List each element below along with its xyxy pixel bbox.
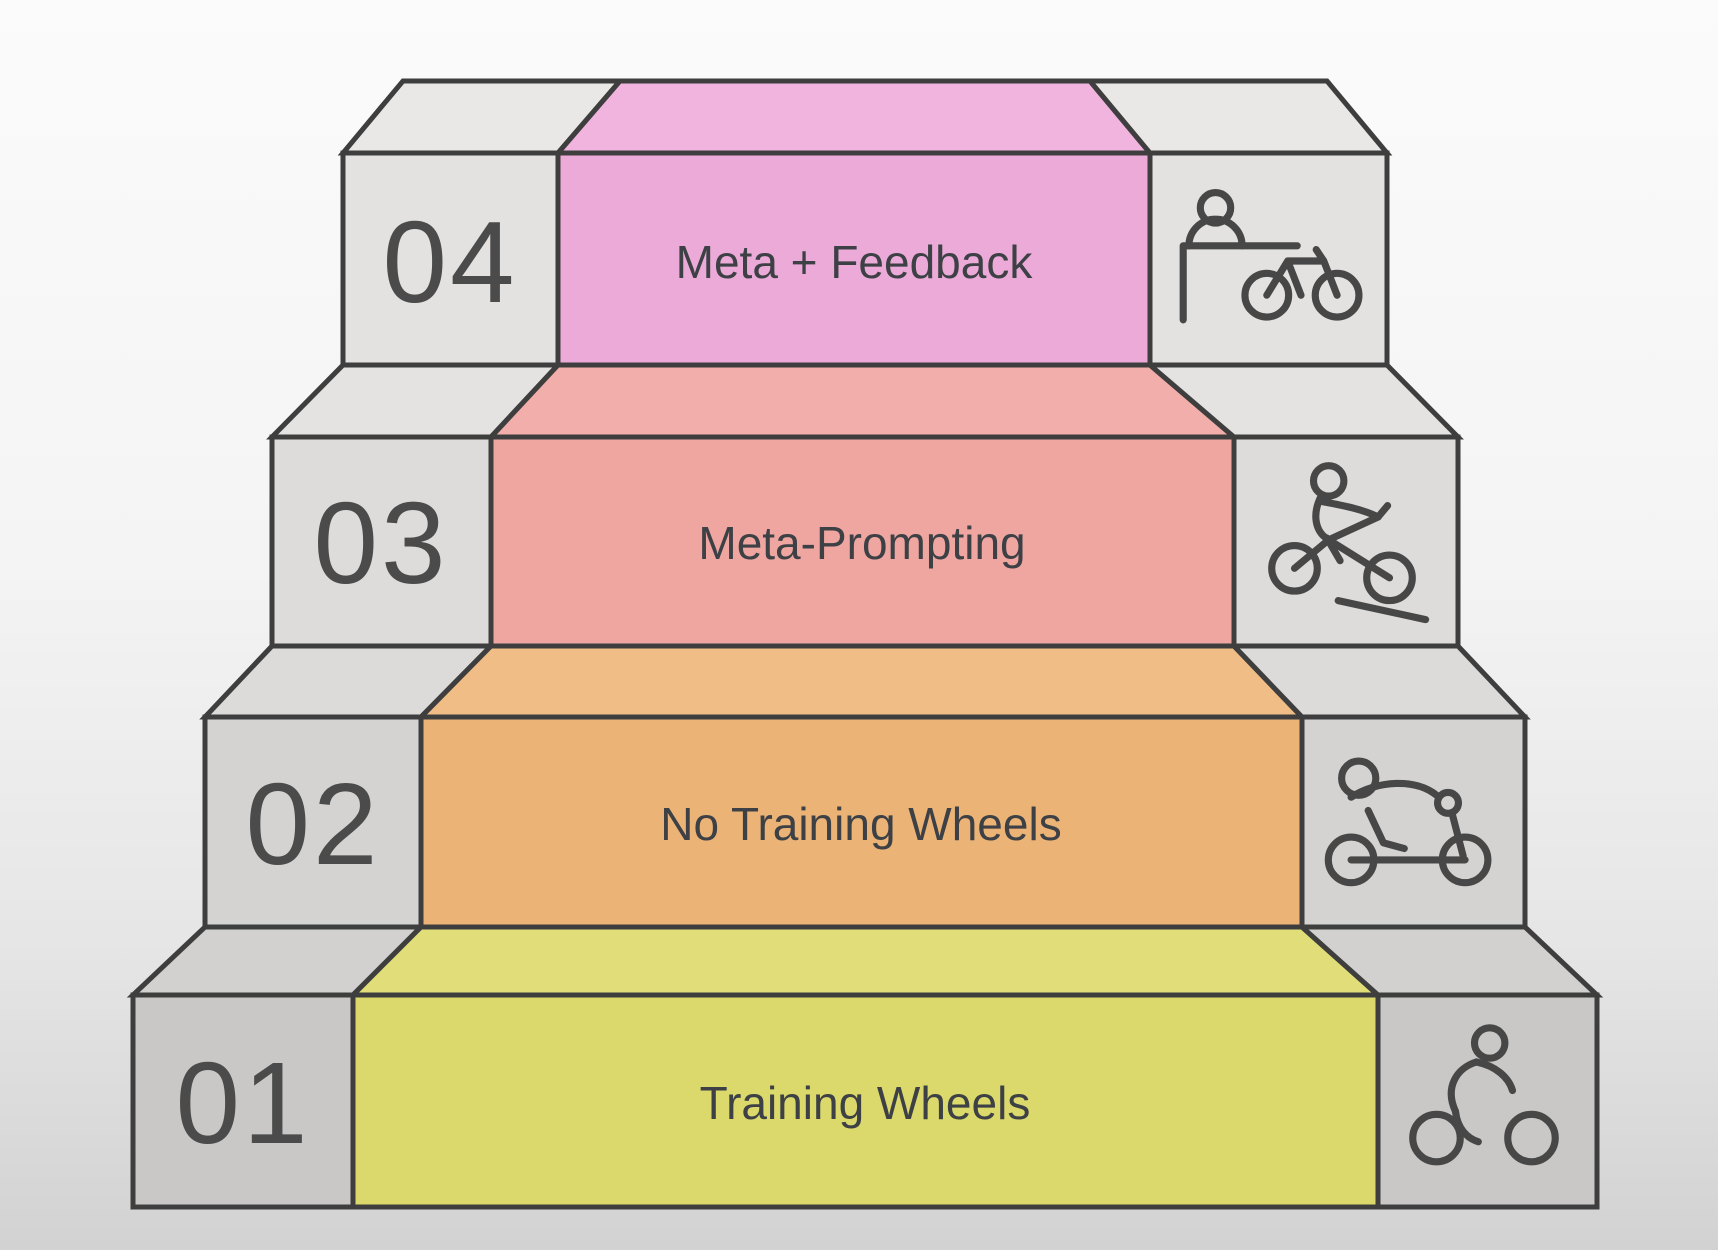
level-01: 01 Training Wheels: [126, 924, 1604, 1210]
level-02-icon-block: [1299, 714, 1528, 930]
level-04-number: 04: [382, 197, 517, 327]
level-01-icon-block: [1375, 992, 1600, 1210]
leaning-cyclist-icon: [1324, 757, 1492, 887]
level-03-icon-block: [1231, 434, 1461, 649]
level-02-top-color-face: [415, 643, 1308, 720]
level-03-number: 03: [313, 478, 448, 608]
level-01-top-color-face: [346, 924, 1385, 998]
level-03: 03 Meta-Prompting: [266, 362, 1464, 649]
level-02-label: No Training Wheels: [660, 798, 1061, 850]
downhill-cyclist-icon: [1268, 462, 1430, 624]
level-04-label: Meta + Feedback: [676, 236, 1034, 288]
level-01-label: Training Wheels: [700, 1077, 1031, 1129]
level-02: 02 No Training Wheels: [199, 643, 1531, 930]
level-04: 04 Meta + Feedback: [337, 78, 1393, 368]
level-03-label: Meta-Prompting: [698, 517, 1025, 569]
level-04-top-color-face: [552, 78, 1156, 156]
level-02-number: 02: [245, 759, 380, 889]
person-standing-with-bike-icon: [1179, 189, 1363, 324]
level-01-number: 01: [175, 1038, 310, 1168]
level-03-top-color-face: [485, 362, 1241, 440]
cyclist-icon: [1409, 1024, 1559, 1166]
